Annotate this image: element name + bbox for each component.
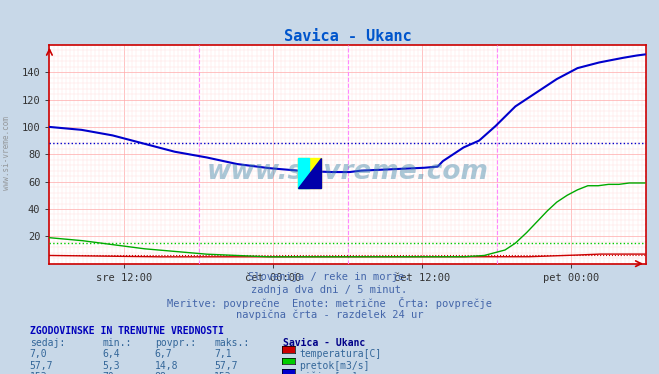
Bar [298, 158, 321, 188]
Text: 7,0: 7,0 [30, 349, 47, 359]
Text: maks.:: maks.: [214, 338, 249, 348]
Text: pretok[m3/s]: pretok[m3/s] [299, 361, 370, 371]
Text: min.:: min.: [102, 338, 132, 348]
Text: 70: 70 [102, 372, 114, 374]
Text: 6,7: 6,7 [155, 349, 173, 359]
Text: 153: 153 [30, 372, 47, 374]
Text: zadnja dva dni / 5 minut.: zadnja dva dni / 5 minut. [251, 285, 408, 295]
Text: www.si-vreme.com: www.si-vreme.com [207, 159, 488, 185]
Text: navpična črta - razdelek 24 ur: navpična črta - razdelek 24 ur [236, 309, 423, 320]
Text: 6,4: 6,4 [102, 349, 120, 359]
Text: 7,1: 7,1 [214, 349, 232, 359]
Text: 57,7: 57,7 [30, 361, 53, 371]
Text: 57,7: 57,7 [214, 361, 238, 371]
Text: 88: 88 [155, 372, 167, 374]
Text: Savica - Ukanc: Savica - Ukanc [283, 338, 366, 348]
Text: 5,3: 5,3 [102, 361, 120, 371]
Bar [298, 158, 309, 188]
Polygon shape [298, 158, 321, 188]
Text: temperatura[C]: temperatura[C] [299, 349, 382, 359]
Text: Meritve: povprečne  Enote: metrične  Črta: povprečje: Meritve: povprečne Enote: metrične Črta:… [167, 297, 492, 309]
Text: Slovenija / reke in morje.: Slovenija / reke in morje. [248, 272, 411, 282]
Title: Savica - Ukanc: Savica - Ukanc [284, 29, 411, 44]
Text: povpr.:: povpr.: [155, 338, 196, 348]
Text: ZGODOVINSKE IN TRENUTNE VREDNOSTI: ZGODOVINSKE IN TRENUTNE VREDNOSTI [30, 326, 223, 336]
Text: višina[cm]: višina[cm] [299, 372, 358, 374]
Text: 14,8: 14,8 [155, 361, 179, 371]
Text: www.si-vreme.com: www.si-vreme.com [2, 116, 11, 190]
Text: sedaj:: sedaj: [30, 338, 65, 348]
Text: 153: 153 [214, 372, 232, 374]
